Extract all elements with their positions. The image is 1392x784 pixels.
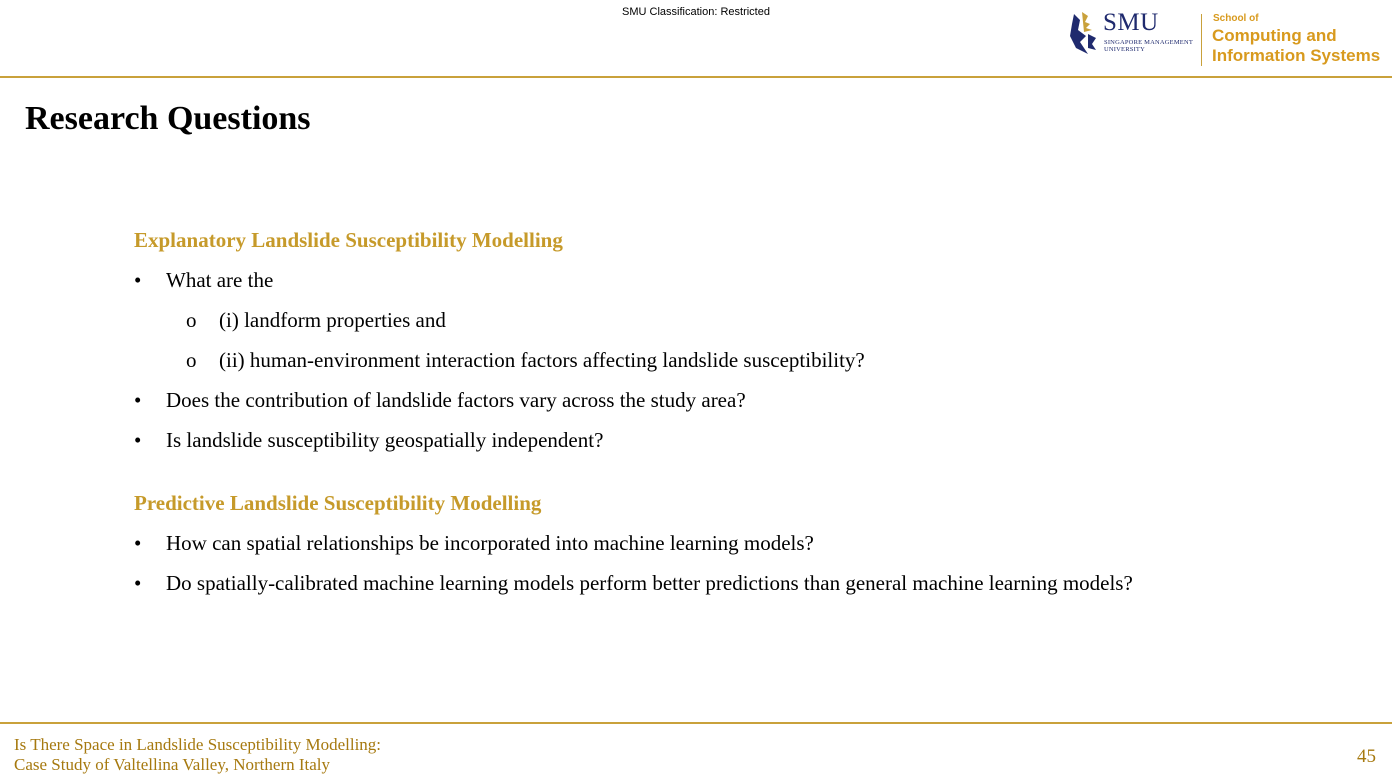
school-of-label: School of (1213, 13, 1259, 24)
logo-divider (1201, 14, 1202, 66)
smu-wordmark: SMU (1103, 9, 1159, 36)
list-item: • Do spatially-calibrated machine learni… (134, 570, 1334, 596)
bullet-icon: • (134, 388, 142, 412)
sub-list-item: o (i) landform properties and (134, 307, 1334, 333)
list-item-text: (ii) human-environment interaction facto… (219, 348, 865, 372)
section-heading: Predictive Landslide Susceptibility Mode… (134, 491, 542, 515)
bullet-icon: • (134, 428, 142, 452)
list-item-text: (i) landform properties and (219, 308, 446, 332)
list-item-text: Is landslide susceptibility geospatially… (166, 428, 604, 452)
page-number: 45 (1357, 746, 1376, 767)
footer-divider (0, 722, 1392, 724)
sub-list-item: o (ii) human-environment interaction fac… (134, 347, 1334, 373)
list-item-text: Do spatially-calibrated machine learning… (166, 571, 1133, 595)
bullet-icon: • (134, 531, 142, 555)
list-item-text: Does the contribution of landslide facto… (166, 388, 746, 412)
hollow-bullet-icon: o (186, 348, 197, 372)
hollow-bullet-icon: o (186, 308, 197, 332)
section-explanatory: Explanatory Landslide Susceptibility Mod… (134, 227, 1334, 453)
list-item: • What are the (134, 267, 1334, 293)
footer-presentation-title: Is There Space in Landslide Susceptibili… (14, 735, 382, 774)
bullet-icon: • (134, 571, 142, 595)
list-item-text: How can spatial relationships be incorpo… (166, 531, 814, 555)
section-heading: Explanatory Landslide Susceptibility Mod… (134, 228, 563, 252)
list-item-text: What are the (166, 268, 274, 292)
list-item: • Does the contribution of landslide fac… (134, 387, 1334, 413)
classification-label: SMU Classification: Restricted (622, 6, 770, 18)
slide-title: Research Questions (25, 100, 311, 137)
smu-lion-icon (1070, 12, 1096, 54)
list-item: • How can spatial relationships be incor… (134, 530, 1334, 556)
bullet-icon: • (134, 268, 142, 292)
list-item: • Is landslide susceptibility geospatial… (134, 427, 1334, 453)
header-divider (0, 76, 1392, 78)
smu-subtitle: SINGAPORE MANAGEMENT UNIVERSITY (1104, 39, 1194, 53)
school-name: Computing and Information Systems (1212, 26, 1381, 65)
section-predictive: Predictive Landslide Susceptibility Mode… (134, 490, 1334, 596)
smu-scis-logo: SMU SINGAPORE MANAGEMENT UNIVERSITY Scho… (1064, 8, 1386, 70)
